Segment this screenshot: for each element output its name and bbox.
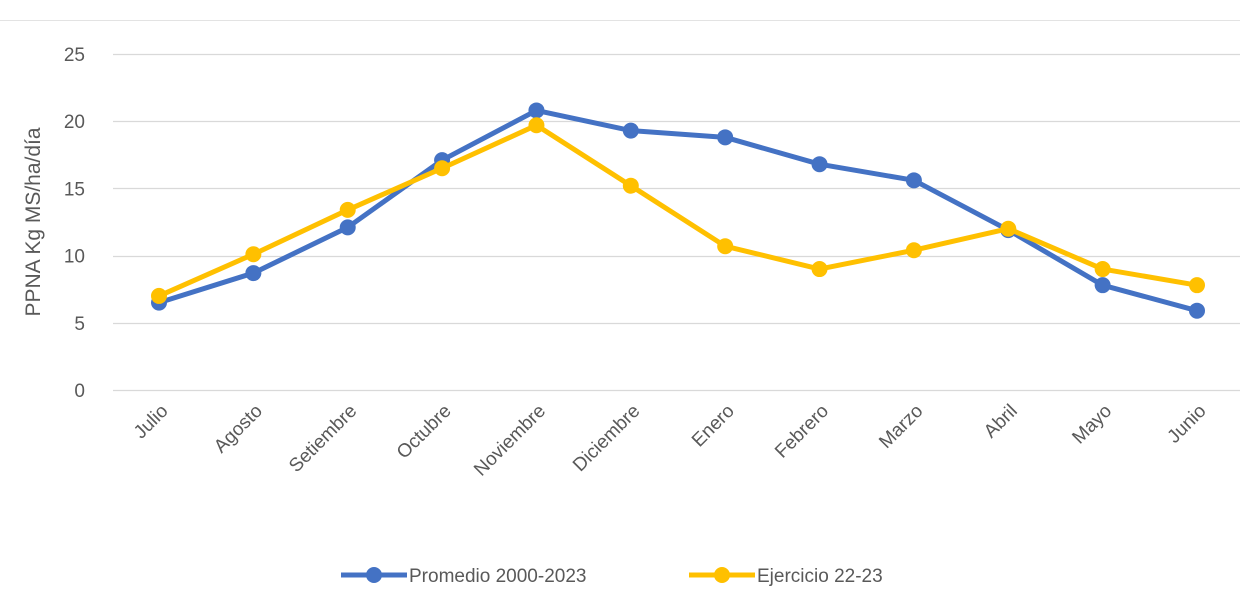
y-axis-label: PPNA Kg MS/ha/día xyxy=(22,127,45,316)
y-tick-label: 25 xyxy=(64,45,85,66)
data-point xyxy=(622,177,639,194)
y-tick-label: 5 xyxy=(74,314,85,335)
series-group xyxy=(151,102,1205,319)
x-tick-label: Setiembre xyxy=(285,401,361,477)
legend: Promedio 2000-2023 Ejercicio 22-23 xyxy=(341,566,883,587)
y-tick-label: 15 xyxy=(64,179,85,200)
legend-item-1: Promedio 2000-2023 xyxy=(341,566,586,587)
data-point xyxy=(434,160,451,177)
legend-label: Promedio 2000-2023 xyxy=(409,566,586,587)
data-point xyxy=(1094,261,1111,278)
data-point xyxy=(905,172,922,189)
legend-label: Ejercicio 22-23 xyxy=(757,566,883,587)
data-point xyxy=(1000,220,1017,237)
data-point xyxy=(245,265,262,282)
data-point xyxy=(622,122,639,139)
x-tick-label: Julio xyxy=(130,401,172,443)
data-point xyxy=(811,261,828,278)
y-axis-ticks: 0 5 10 15 20 25 xyxy=(64,45,85,402)
x-tick-label: Diciembre xyxy=(569,401,644,476)
series-line xyxy=(156,122,1200,299)
legend-item-2: Ejercicio 22-23 xyxy=(689,566,883,587)
data-point xyxy=(528,117,545,134)
data-point xyxy=(1094,277,1111,294)
data-point xyxy=(717,238,734,255)
x-tick-label: Agosto xyxy=(210,401,267,458)
data-point xyxy=(811,156,828,173)
data-point xyxy=(339,201,356,218)
x-axis-ticks: Julio Agosto Setiembre Octubre Noviembre Dici… xyxy=(130,401,1210,481)
data-point xyxy=(1189,302,1205,319)
data-point xyxy=(528,102,545,119)
x-tick-label: Mayo xyxy=(1068,401,1116,449)
legend-marker xyxy=(714,567,730,583)
y-tick-label: 20 xyxy=(64,112,85,133)
data-point xyxy=(905,242,922,259)
data-point xyxy=(1189,277,1205,294)
series-line xyxy=(156,107,1200,314)
x-tick-label: Noviembre xyxy=(470,401,550,481)
y-tick-label: 0 xyxy=(74,381,85,402)
gridlines xyxy=(113,53,1240,392)
x-tick-label: Marzo xyxy=(875,401,927,453)
x-tick-label: Abril xyxy=(980,401,1022,443)
x-tick-label: Octubre xyxy=(393,401,456,464)
series-1 xyxy=(151,102,1205,319)
series-2 xyxy=(151,117,1205,304)
data-point xyxy=(245,246,262,263)
y-tick-label: 10 xyxy=(64,247,85,268)
data-point xyxy=(339,219,356,236)
data-point xyxy=(151,287,167,304)
data-point xyxy=(717,129,734,146)
x-tick-label: Junio xyxy=(1164,401,1211,448)
x-tick-label: Febrero xyxy=(771,401,833,463)
x-tick-label: Enero xyxy=(688,401,739,452)
legend-marker xyxy=(366,567,382,583)
